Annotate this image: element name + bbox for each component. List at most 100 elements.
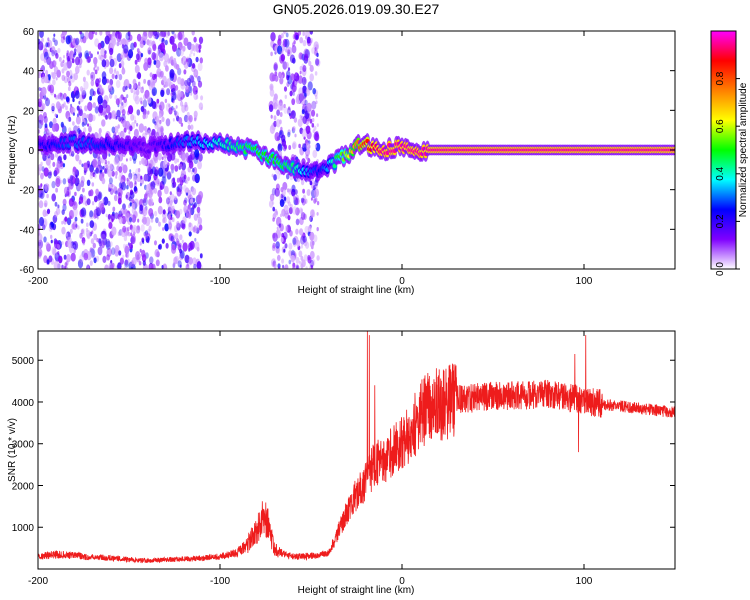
noise-speckle xyxy=(91,201,95,206)
noise-speckle xyxy=(177,41,183,51)
noise-speckle xyxy=(114,94,118,100)
noise-speckle xyxy=(270,114,273,119)
noise-speckle xyxy=(156,103,159,108)
noise-speckle xyxy=(38,129,41,134)
noise-speckle xyxy=(286,188,290,193)
noise-speckle xyxy=(195,75,198,79)
noise-speckle xyxy=(100,240,105,249)
noise-speckle xyxy=(195,94,199,100)
noise-speckle xyxy=(292,265,296,269)
noise-speckle xyxy=(89,173,94,179)
noise-speckle xyxy=(193,213,198,221)
noise-speckle xyxy=(55,177,61,188)
noise-speckle xyxy=(280,33,284,39)
noise-speckle xyxy=(108,188,111,192)
noise-speckle xyxy=(279,223,284,232)
noise-speckle xyxy=(180,60,183,64)
noise-speckle xyxy=(289,54,295,63)
noise-speckle xyxy=(49,121,53,129)
noise-speckle xyxy=(283,264,289,269)
noise-speckle xyxy=(101,59,107,68)
noise-speckle xyxy=(288,259,292,265)
noise-speckle xyxy=(91,74,94,79)
noise-speckle xyxy=(147,57,152,66)
noise-speckle xyxy=(278,102,283,111)
noise-speckle xyxy=(296,265,299,269)
noise-speckle xyxy=(165,242,169,249)
noise-speckle xyxy=(168,196,171,201)
noise-speckle xyxy=(196,206,201,213)
noise-speckle xyxy=(160,127,164,133)
noise-speckle xyxy=(159,119,162,125)
noise-speckle xyxy=(316,52,319,58)
noise-speckle xyxy=(56,243,60,248)
noise-speckle xyxy=(45,96,48,101)
noise-speckle xyxy=(281,134,286,143)
noise-speckle xyxy=(178,117,183,124)
noise-speckle xyxy=(305,35,308,40)
noise-speckle xyxy=(314,133,320,142)
noise-speckle xyxy=(314,179,319,187)
noise-speckle xyxy=(171,98,174,103)
noise-speckle xyxy=(299,228,304,236)
noise-speckle xyxy=(300,179,305,186)
noise-speckle xyxy=(144,58,148,64)
noise-speckle xyxy=(86,229,91,239)
noise-speckle xyxy=(156,178,159,184)
noise-speckle xyxy=(306,86,310,92)
noise-speckle xyxy=(62,59,65,63)
noise-speckle xyxy=(86,69,90,76)
noise-speckle xyxy=(188,242,193,251)
noise-speckle xyxy=(83,170,87,176)
noise-speckle xyxy=(94,208,98,215)
noise-speckle xyxy=(184,101,188,108)
noise-speckle xyxy=(114,68,117,72)
noise-speckle xyxy=(306,37,312,47)
noise-speckle xyxy=(105,164,109,171)
noise-speckle xyxy=(129,191,135,200)
noise-speckle xyxy=(61,68,65,74)
noise-speckle xyxy=(287,201,291,207)
noise-speckle xyxy=(185,152,189,159)
noise-speckle xyxy=(290,73,295,81)
noise-speckle xyxy=(176,221,180,228)
noise-speckle xyxy=(166,197,170,205)
noise-speckle xyxy=(108,153,111,157)
noise-speckle xyxy=(95,78,100,87)
spectrogram-x-ticks: -200 -100 0 100 xyxy=(28,31,593,287)
noise-speckle xyxy=(55,77,58,81)
noise-speckle xyxy=(114,125,119,134)
noise-speckle xyxy=(122,203,126,210)
noise-speckle xyxy=(88,31,94,40)
noise-speckle xyxy=(50,153,55,161)
noise-speckle xyxy=(155,119,161,128)
noise-speckle xyxy=(182,242,188,252)
noise-speckle xyxy=(44,182,50,192)
noise-speckle xyxy=(310,209,315,218)
noise-speckle xyxy=(142,240,145,244)
noise-speckle xyxy=(88,113,94,123)
colorbar: 0.0 0.2 0.4 0.6 0.8 Normalized spectral ampl… xyxy=(710,30,749,276)
noise-speckle xyxy=(51,246,57,256)
noise-speckle xyxy=(161,238,165,244)
noise-speckle xyxy=(151,166,157,175)
noise-speckle xyxy=(158,196,163,204)
y-tick-label: 40 xyxy=(23,67,35,78)
noise-speckle xyxy=(142,113,146,120)
y-tick-label: 20 xyxy=(23,106,35,117)
noise-speckle xyxy=(53,33,56,37)
noise-speckle xyxy=(311,47,315,54)
noise-speckle xyxy=(299,70,302,75)
noise-speckle xyxy=(47,37,50,42)
noise-speckle xyxy=(104,264,109,269)
noise-speckle xyxy=(152,73,156,81)
noise-speckle xyxy=(147,166,152,175)
noise-speckle xyxy=(176,158,180,163)
noise-speckle xyxy=(118,175,122,181)
noise-speckle xyxy=(292,126,296,132)
noise-speckle xyxy=(38,240,41,250)
noise-speckle xyxy=(96,66,100,71)
noise-speckle xyxy=(106,254,110,261)
noise-speckle xyxy=(163,53,170,63)
noise-speckle xyxy=(288,207,293,215)
